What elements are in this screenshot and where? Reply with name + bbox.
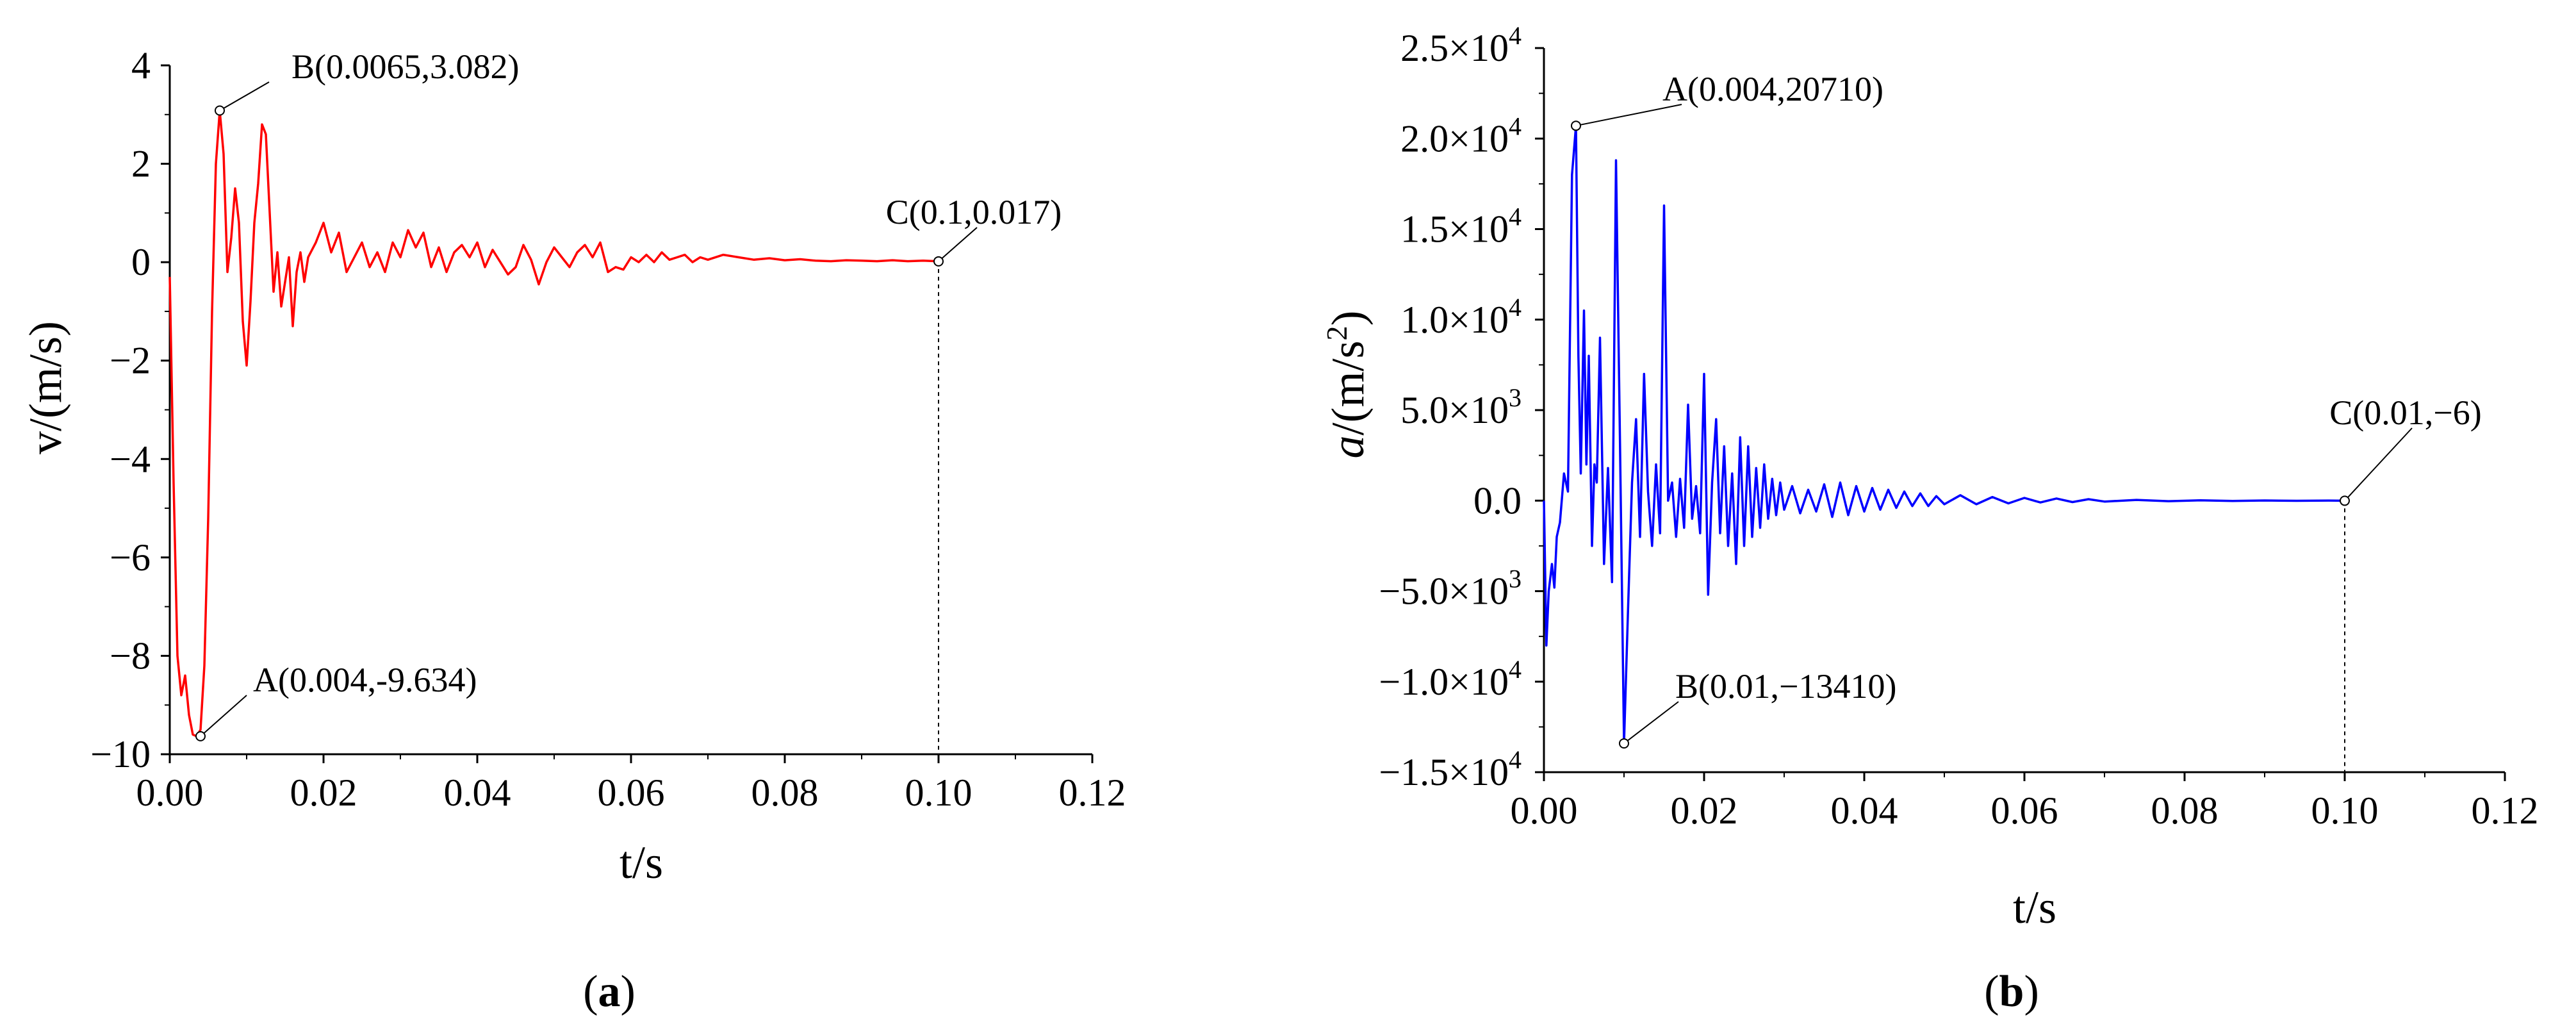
panel-b-annotation-marker — [2340, 495, 2350, 506]
panel-b-y-tick-label: 5.0×103 — [1400, 383, 1522, 431]
panel-b-x-tick-label: 0.06 — [1991, 789, 2058, 832]
panel-b-ylabel: a/(m/s2) — [1320, 311, 1374, 459]
panel-a-annotation-leader — [938, 227, 978, 262]
panel-a-annotation-marker — [195, 731, 206, 741]
panel-b-y-tick-exponent: 4 — [1509, 21, 1522, 50]
panel-a-y-tick-label: 0 — [131, 241, 151, 283]
panel-a-x-tick-label: 0.00 — [136, 772, 204, 814]
panel-b-annotation-label: C(0.01,−6) — [2329, 393, 2481, 432]
panel-b-x-tick-label: 0.02 — [1671, 789, 1738, 832]
panel-a-series — [168, 109, 939, 754]
panel-b-y-tick-mantissa: 1.0×10 — [1400, 299, 1509, 341]
panel-b-x-tick-label: 0.12 — [2472, 789, 2539, 832]
panel-b-ylabel-italic: a — [1322, 436, 1374, 459]
panel-b-x-tick-label: 0.08 — [2151, 789, 2219, 832]
panel-b-y-tick-label: 1.5×104 — [1400, 202, 1522, 251]
panel-b-annotation-marker — [1619, 738, 1629, 749]
panel-b-y-tick-mantissa: −1.5×10 — [1379, 751, 1509, 793]
panel-a-y-tick-label: −10 — [90, 733, 151, 775]
panel-b-y-tick-mantissa: 1.5×10 — [1400, 208, 1509, 251]
panel-b-ylabel-close: ) — [1322, 311, 1374, 326]
panel-a-xlabel: t/s — [619, 837, 663, 888]
panel-b-annotation-leader — [2344, 427, 2413, 502]
panel-b-panel-letter: b — [1999, 967, 2024, 1016]
panel-b-y-tick-exponent: 4 — [1509, 655, 1522, 684]
panel-b-annotation-label: A(0.004,20710) — [1662, 70, 1883, 108]
panel-b-y-tick-label: −1.0×104 — [1379, 655, 1522, 703]
panel-b-y-tick-label: 2.5×104 — [1400, 21, 1522, 69]
panel-b-y-tick-mantissa: 2.5×10 — [1400, 27, 1509, 69]
panel-a-ticks: 0.00 0.02 0.04 0.06 0.08 0.10 0.12 −10 −8 −6 −4 −2 0… — [90, 44, 1126, 814]
panel-a-y-tick-label: −4 — [110, 438, 151, 480]
panel-a-axes — [168, 65, 1092, 756]
panel-b-annotations: A(0.004,20710) B(0.01,−13410) C(0.01,−6) — [1571, 70, 2482, 749]
panel-b-y-tick-mantissa: −1.0×10 — [1379, 661, 1509, 703]
panel-a-x-tick-label: 0.02 — [290, 772, 357, 814]
panel-b-x-tick-label: 0.00 — [1511, 789, 1578, 832]
panel-b-y-tick-mantissa: 0.0 — [1473, 479, 1522, 522]
panel-b-y-tick-mantissa: 2.0×10 — [1400, 117, 1509, 160]
panel-a-x-tick-label: 0.04 — [444, 772, 511, 814]
panel-b-x-tick-label: 0.04 — [1831, 789, 1898, 832]
panel-b-y-tick-label: 0.0 — [1473, 479, 1522, 522]
panel-b-annotation-leader — [1623, 701, 1679, 744]
panel-a-y-tick-label: 2 — [131, 143, 151, 185]
panel-a-panel-letter: a — [598, 967, 621, 1016]
panel-b-y-tick-label: 1.0×104 — [1400, 293, 1522, 341]
panel-a-y-tick-label: −6 — [110, 536, 151, 579]
panel-a-annotation-marker — [933, 256, 944, 267]
panel-b-series — [1543, 124, 2345, 772]
panel-b-series-line-0 — [1543, 124, 2345, 745]
panel-a-ylabel: v/(m/s) — [20, 321, 71, 454]
panel-a-x-tick-label: 0.12 — [1059, 772, 1126, 814]
panel-b-xlabel: t/s — [2013, 882, 2056, 933]
panel-a-x-tick-label: 0.06 — [598, 772, 665, 814]
panel-a-annotations: B(0.0065,3.082) A(0.004,-9.634) C(0.1,0.01… — [195, 47, 1062, 741]
panel-b-y-tick-mantissa: 5.0×10 — [1400, 389, 1509, 431]
panel-a-y-tick-label: −8 — [110, 634, 151, 677]
panel-b-x-tick-label: 0.10 — [2311, 789, 2379, 832]
panel-b-y-tick-label: −5.0×103 — [1379, 565, 1522, 613]
panel-a-x-tick-label: 0.10 — [905, 772, 972, 814]
panel-b-y-tick-label: 2.0×104 — [1400, 112, 1522, 160]
panel-a-annotation-marker — [215, 105, 225, 116]
panel-b-acceleration-chart: 0.00 0.02 0.04 0.06 0.08 0.10 0.12−1.5×104−1.0… — [1320, 21, 2539, 1016]
panel-b-y-tick-exponent: 4 — [1509, 293, 1522, 322]
panel-a-y-tick-label: −2 — [110, 340, 151, 382]
panel-b-y-tick-exponent: 4 — [1509, 202, 1522, 231]
panel-b-annotation-marker — [1571, 120, 1581, 131]
panel-a-annotation-leader — [200, 695, 247, 737]
panel-a-y-tick-label: 4 — [131, 44, 151, 87]
panel-a-panel-label: (a) — [583, 967, 636, 1016]
panel-b-annotation-label: B(0.01,−13410) — [1675, 667, 1896, 706]
panel-a-x-tick-label: 0.08 — [751, 772, 819, 814]
panel-b-y-tick-mantissa: −5.0×10 — [1379, 570, 1509, 613]
panel-a-annotation-label: C(0.1,0.017) — [886, 193, 1062, 231]
panel-a-annotation-label: B(0.0065,3.082) — [291, 47, 519, 86]
panel-b-y-tick-label: −1.5×104 — [1379, 745, 1522, 793]
panel-b-y-tick-exponent: 3 — [1509, 383, 1522, 412]
panel-a-velocity-chart: 0.00 0.02 0.04 0.06 0.08 0.10 0.12 −10 −8 −6 −4 −2 0… — [20, 44, 1126, 1016]
panel-b-ylabel-sup: 2 — [1320, 326, 1353, 340]
panel-b-annotation-leader — [1575, 104, 1682, 127]
panel-b-ticks: 0.00 0.02 0.04 0.06 0.08 0.10 0.12−1.5×104−1.0… — [1379, 21, 2538, 832]
panel-a-annotation-label: A(0.004,-9.634) — [253, 661, 477, 699]
panel-a-series-line-0 — [168, 109, 939, 738]
panel-b-y-tick-exponent: 4 — [1509, 745, 1522, 774]
panel-b-ylabel-rest: /(m/s — [1322, 340, 1374, 435]
panel-b-panel-label: (b) — [1984, 967, 2039, 1016]
panel-b-y-tick-exponent: 3 — [1509, 565, 1522, 593]
panel-b-y-tick-exponent: 4 — [1509, 112, 1522, 140]
panel-a-annotation-leader — [219, 81, 270, 112]
